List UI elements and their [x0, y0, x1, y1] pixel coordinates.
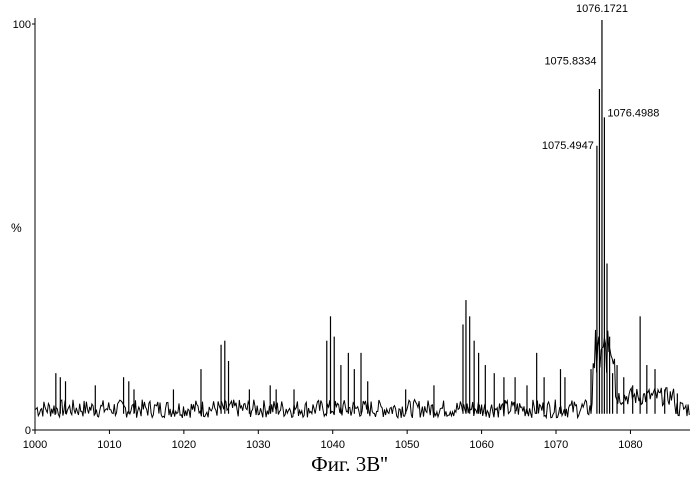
- peak-label: 1076.4988: [607, 107, 659, 119]
- x-tick-label: 1050: [395, 439, 419, 450]
- peak-label: 1076.1721: [576, 3, 628, 15]
- mass-spectrum-chart: 1000101010201030104010501060107010800100…: [0, 0, 699, 450]
- y-tick-label: 100: [13, 19, 31, 31]
- x-tick-label: 1070: [544, 439, 568, 450]
- baseline-noise: [35, 24, 689, 418]
- y-tick-label: 0: [25, 425, 31, 437]
- figure-caption: Фиг. 3В'': [0, 452, 699, 477]
- x-tick-label: 1060: [469, 439, 493, 450]
- peak-labels: 1076.1721 1075.8334 1076.4988 1075.4947: [542, 3, 659, 152]
- x-tick-label: 1030: [246, 439, 270, 450]
- x-tick-label: 1040: [320, 439, 344, 450]
- axes: 1000 1010 1020 1030 1040 1050 1060 1070 1080 0 100: [13, 18, 690, 450]
- x-tick-label: 1010: [97, 439, 121, 450]
- x-tick-label: 1000: [23, 439, 47, 450]
- peak-label: 1075.4947: [542, 140, 594, 152]
- peak-label: 1075.8334: [544, 56, 596, 68]
- x-tick-label: 1080: [618, 439, 642, 450]
- y-axis-label: %: [11, 221, 22, 235]
- spectrum-trace: [35, 20, 689, 418]
- x-tick-label: 1020: [172, 439, 196, 450]
